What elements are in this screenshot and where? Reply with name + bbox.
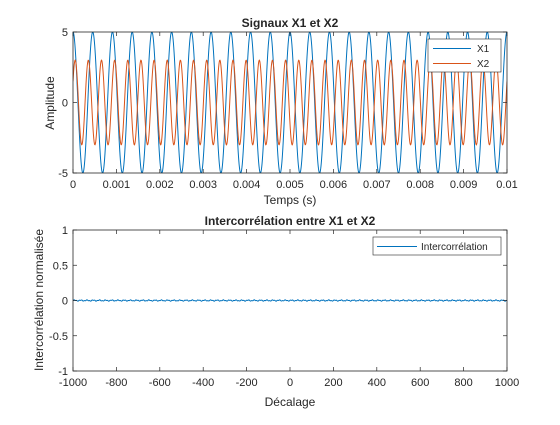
signals-chart-title: Signaux X1 et X2 <box>242 16 339 30</box>
signals-x-tick-label: 0.003 <box>189 179 217 191</box>
xcorr-chart-title: Intercorrélation entre X1 et X2 <box>205 214 376 228</box>
xcorr-x-axis: -1000 -800 -600 -400 -200 0 200 400 600 800 1000 <box>59 230 519 389</box>
signals-x-tick-label: 0.009 <box>450 179 478 191</box>
signals-x-tick-label: 0.007 <box>363 179 391 191</box>
xcorr-y-tick-label: -0.5 <box>49 331 68 343</box>
xcorr-y-label: Intercorrélation normalisée <box>32 229 46 371</box>
xcorr-y-tick-label: 0.5 <box>53 260 68 272</box>
series-line-x2 <box>73 59 507 146</box>
signals-legend-box <box>427 38 502 73</box>
signals-x-tick-label: 0.008 <box>406 179 434 191</box>
signals-x-tick-label: 0.001 <box>103 179 131 191</box>
signals-y-tick-label: 0 <box>62 98 68 110</box>
xcorr-legend: Intercorrélation <box>372 236 502 256</box>
signals-chart: Signaux X1 et X2 0 0.001 0.002 0.003 0.004 0.… <box>43 16 518 207</box>
signals-x-tick-label: 0.005 <box>276 179 304 191</box>
signals-y-axis: -5 0 5 <box>58 27 507 180</box>
legend-label-x1: X1 <box>477 44 490 55</box>
signals-y-label: Amplitude <box>43 76 57 130</box>
signals-x-tick-label: 0.004 <box>233 179 261 191</box>
legend-label-xcorr: Intercorrélation <box>421 242 488 253</box>
xcorr-x-tick-label: -1000 <box>59 377 87 389</box>
xcorr-x-tick-label: 600 <box>411 377 429 389</box>
signals-y-tick-label: -5 <box>58 168 68 180</box>
xcorr-y-tick-label: 1 <box>62 225 68 237</box>
xcorr-x-tick-label: -400 <box>192 377 214 389</box>
xcorr-x-tick-label: -600 <box>149 377 171 389</box>
xcorr-x-tick-label: -800 <box>105 377 127 389</box>
xcorr-y-axis: -1 -0.5 0 0.5 1 <box>49 225 507 378</box>
signals-x-tick-label: 0 <box>70 179 76 191</box>
xcorr-x-tick-label: 200 <box>324 377 342 389</box>
legend-label-x2: X2 <box>477 59 490 70</box>
xcorr-y-tick-label: 0 <box>62 296 68 308</box>
xcorr-x-tick-label: 1000 <box>495 377 519 389</box>
series-line-x1 <box>73 32 507 173</box>
xcorr-x-label: Décalage <box>265 395 316 409</box>
signals-x-tick-label: 0.006 <box>320 179 348 191</box>
xcorr-series-group <box>73 299 507 302</box>
signals-legend: X1 X2 <box>427 38 502 73</box>
signals-series-group <box>73 32 507 173</box>
series-line-intercorrelation <box>73 299 507 302</box>
signals-x-tick-label: 0.01 <box>496 179 517 191</box>
xcorr-y-tick-label: -1 <box>58 366 68 378</box>
signals-x-tick-label: 0.002 <box>146 179 174 191</box>
xcorr-x-tick-label: -200 <box>236 377 258 389</box>
xcorr-x-tick-label: 800 <box>454 377 472 389</box>
xcorr-legend-box <box>372 236 502 256</box>
signals-y-tick-label: 5 <box>62 27 68 39</box>
xcorr-x-tick-label: 400 <box>368 377 386 389</box>
signals-x-label: Temps (s) <box>264 193 317 207</box>
signals-x-axis: 0 0.001 0.002 0.003 0.004 0.005 0.006 0.007 0.00… <box>70 32 518 191</box>
xcorr-x-tick-label: 0 <box>287 377 293 389</box>
xcorr-chart: Intercorrélation entre X1 et X2 -1000 -80… <box>32 214 519 409</box>
